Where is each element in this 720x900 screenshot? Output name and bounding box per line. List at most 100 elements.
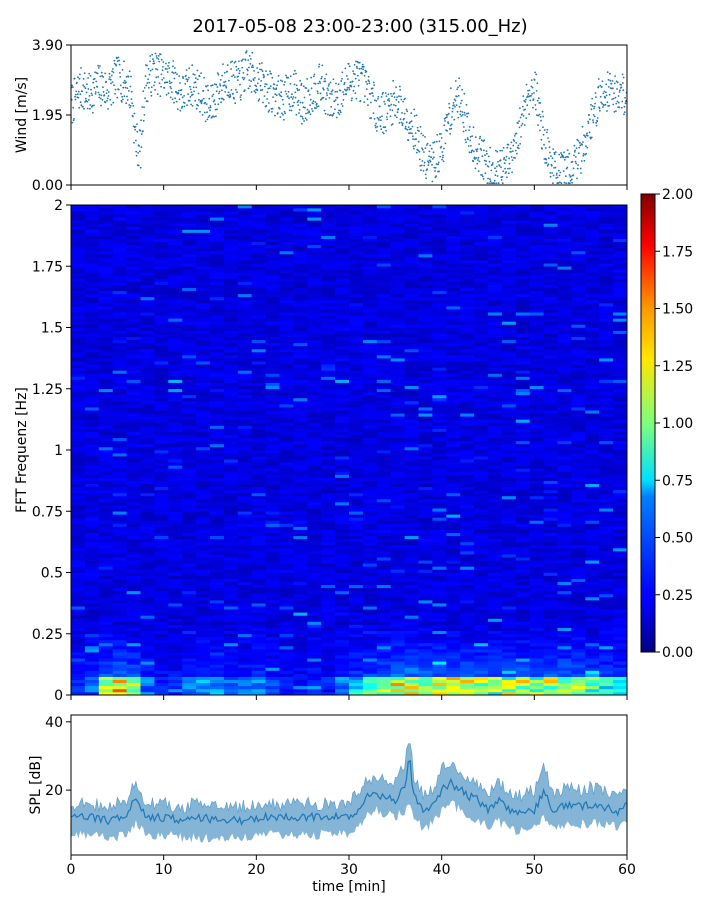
wind-point: [471, 149, 474, 152]
heatmap-cell: [210, 499, 225, 503]
heatmap-cell: [196, 581, 211, 586]
heatmap-cell: [84, 679, 100, 684]
wind-point: [579, 167, 582, 170]
heatmap-cell: [474, 471, 489, 475]
heatmap-cell: [432, 557, 447, 561]
heatmap-cell: [585, 639, 600, 644]
heatmap-cell: [196, 514, 211, 518]
heatmap-cell: [265, 600, 280, 604]
heatmap-cell: [98, 563, 114, 567]
heatmap-cell: [460, 566, 475, 570]
heatmap-cell: [515, 492, 531, 497]
wind-point: [298, 109, 301, 111]
heatmap-cell: [613, 578, 627, 582]
heatmap-cell: [84, 532, 100, 537]
heatmap-cell: [335, 477, 350, 481]
heatmap-cell: [112, 495, 127, 500]
heatmap-cell: [154, 670, 169, 674]
wind-point: [349, 81, 352, 84]
heatmap-cell: [168, 477, 183, 481]
wind-point: [481, 155, 484, 158]
heatmap-cell: [293, 658, 308, 662]
wind-point: [74, 95, 76, 98]
heatmap-cell: [349, 526, 364, 530]
heatmap-cell: [404, 492, 419, 497]
heatmap-cell: [460, 664, 475, 668]
heatmap-cell: [404, 456, 419, 460]
wind-point: [554, 166, 557, 169]
heatmap-cell: [251, 636, 266, 641]
heatmap-cell: [460, 548, 475, 552]
wind-point: [414, 144, 417, 147]
wind-point: [89, 104, 92, 106]
wind-point: [235, 88, 237, 91]
heatmap-cell: [376, 440, 392, 445]
wind-point: [246, 69, 249, 72]
heatmap-cell: [362, 440, 378, 445]
heatmap-cell: [515, 569, 531, 573]
heatmap-cell: [418, 676, 433, 680]
heatmap-cell: [501, 502, 517, 506]
heatmap-cell: [168, 514, 183, 518]
heatmap-cell: [321, 572, 336, 576]
wind-point: [110, 82, 112, 85]
heatmap-cell: [321, 502, 336, 506]
heatmap-cell: [126, 544, 141, 549]
heatmap-cell: [349, 649, 364, 653]
wind-point: [313, 73, 316, 76]
heatmap-cell: [529, 597, 544, 601]
heatmap-cell: [390, 670, 405, 674]
heatmap-cell: [251, 520, 266, 524]
heatmap-cell: [223, 688, 239, 693]
heatmap-cell: [140, 511, 155, 515]
heatmap-cell: [557, 566, 572, 570]
heatmap-cell: [112, 575, 127, 579]
heatmap-cell: [140, 685, 155, 690]
heatmap-cell: [432, 453, 447, 457]
wind-point: [224, 80, 227, 83]
heatmap-cell: [460, 679, 475, 684]
heatmap-cell: [599, 639, 614, 644]
heatmap-cell: [362, 627, 378, 631]
heatmap-cell: [126, 673, 141, 677]
heatmap-cell: [418, 636, 433, 641]
heatmap-cell: [613, 431, 627, 435]
wind-point: [175, 91, 178, 94]
heatmap-cell: [126, 532, 141, 537]
heatmap-cell: [613, 532, 627, 537]
heatmap-cell: [98, 584, 114, 589]
heatmap-cell: [418, 462, 433, 466]
heatmap-cell: [251, 679, 266, 684]
heatmap-cell: [168, 688, 183, 693]
heatmap-cell: [376, 526, 392, 530]
wind-point: [549, 151, 551, 154]
heatmap-cell: [279, 618, 294, 622]
heatmap-cell: [599, 489, 614, 494]
wind-point: [536, 114, 538, 116]
wind-point: [593, 107, 595, 110]
wind-point: [117, 56, 120, 59]
wind-point: [328, 97, 331, 99]
heatmap-cell: [557, 655, 572, 659]
heatmap-cell: [126, 652, 141, 656]
heatmap-cell: [168, 621, 183, 625]
heatmap-cell: [98, 431, 114, 435]
heatmap-cell: [279, 508, 294, 512]
heatmap-cell: [418, 471, 433, 475]
wind-point: [194, 99, 197, 102]
heatmap-cell: [71, 520, 86, 524]
wind-point: [440, 137, 443, 139]
heatmap-cell: [488, 612, 503, 616]
heatmap-cell: [362, 642, 378, 647]
heatmap-cell: [182, 443, 197, 448]
heatmap-cell: [488, 563, 503, 567]
heatmap-cell: [585, 446, 600, 451]
heatmap-cell: [362, 566, 378, 570]
wind-point: [166, 68, 168, 70]
heatmap-cell: [418, 557, 433, 561]
heatmap-cell: [515, 499, 531, 503]
heatmap-cell: [182, 535, 197, 540]
heatmap-cell: [168, 563, 183, 567]
wind-point: [331, 93, 333, 95]
